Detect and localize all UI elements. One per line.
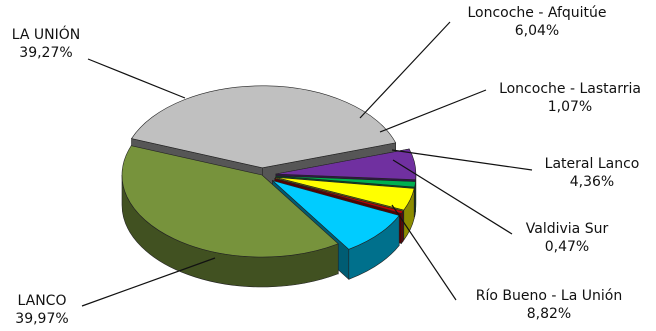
label-loncoche-lastarria: Loncoche - Lastarria 1,07% [486,80,654,116]
label-la-union-name: LA UNIÓN [11,27,81,43]
label-lanco-name: LANCO [17,293,67,309]
leader-line-lateral-lanco [391,149,533,171]
label-lateral-lanco-value: 4,36% [569,174,615,190]
label-loncoche-lastarria-value: 1,07% [547,99,593,115]
label-lateral-lanco: Lateral Lanco 4,36% [534,155,650,191]
label-loncoche-afquitue: Loncoche - Afquitúe 6,04% [452,4,622,40]
label-la-union: LA UNIÓN 39,27% [2,26,90,62]
label-valdivia-sur-value: 0,47% [544,239,590,255]
label-lanco: LANCO 39,97% [2,292,82,328]
label-valdivia-sur: Valdivia Sur 0,47% [512,220,622,256]
slice-lanco [121,145,339,258]
label-lateral-lanco-name: Lateral Lanco [544,156,640,172]
leader-line-loncoche-afquitue [359,21,451,119]
label-rio-bueno-name: Río Bueno - La Unión [475,288,623,304]
label-la-union-value: 39,27% [19,45,73,61]
slice-loncoche-afquitue [275,148,417,181]
leader-lines [81,21,533,307]
slice-side-valdivia-sur [401,210,404,245]
slice-valdivia-sur [274,178,404,214]
pie-slices [121,85,417,288]
leader-line-loncoche-lastarria [379,89,487,133]
leader-line-rio-bueno-la-union [391,204,457,301]
label-loncoche-afquitue-name: Loncoche - Afquitúe [467,5,607,21]
leader-line-valdivia-sur [392,159,513,235]
slice-loncoche-lastarria [275,175,416,188]
label-rio-bueno-value: 8,82% [526,306,572,322]
label-loncoche-lastarria-name: Loncoche - Lastarria [499,81,641,97]
slice-la-union [131,85,397,169]
leader-line-la-union [87,58,186,99]
slice-lateral-lanco [275,176,415,211]
leader-line-lanco [81,257,216,307]
label-rio-bueno: Río Bueno - La Unión 8,82% [456,287,642,323]
label-lanco-value: 39,97% [15,311,69,327]
label-valdivia-sur-name: Valdivia Sur [525,221,609,237]
label-loncoche-afquitue-value: 6,04% [514,23,560,39]
